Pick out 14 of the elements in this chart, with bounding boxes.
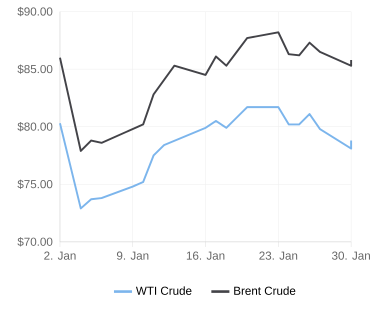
line-series bbox=[59, 31, 352, 152]
y-tick-label: $70.00 bbox=[17, 237, 52, 246]
legend-label: Brent Crude bbox=[234, 286, 296, 295]
y-tick-label: $80.00 bbox=[17, 122, 52, 132]
x-tick-label: 30. Jan bbox=[332, 251, 370, 260]
x-tick-label: 16. Jan bbox=[186, 251, 224, 260]
y-tick-label: $85.00 bbox=[17, 64, 52, 74]
x-tick-label: 2. Jan bbox=[44, 251, 76, 260]
x-tick-label: 9. Jan bbox=[116, 251, 148, 260]
x-tick-label: 23. Jan bbox=[259, 251, 298, 260]
y-tick-label: $90.00 bbox=[17, 6, 52, 16]
legend-label: WTI Crude bbox=[136, 286, 192, 295]
line-series bbox=[59, 106, 352, 210]
y-tick-label: $75.00 bbox=[17, 179, 52, 189]
